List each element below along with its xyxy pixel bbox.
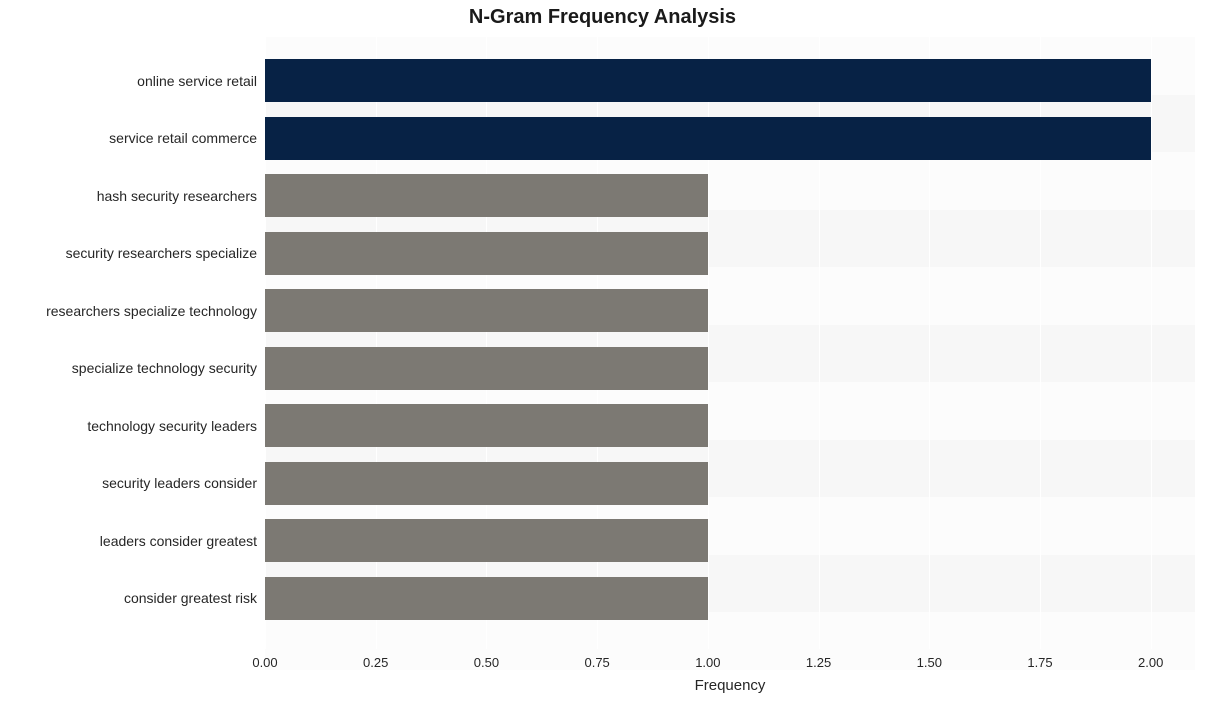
y-axis-label: technology security leaders bbox=[87, 418, 257, 434]
bar bbox=[265, 232, 708, 275]
bar bbox=[265, 404, 708, 447]
x-tick-label: 2.00 bbox=[1138, 655, 1163, 670]
x-tick-label: 1.25 bbox=[806, 655, 831, 670]
y-axis-label: consider greatest risk bbox=[124, 590, 257, 606]
plot-area bbox=[265, 37, 1195, 649]
y-axis-label: service retail commerce bbox=[109, 130, 257, 146]
x-tick-label: 0.00 bbox=[252, 655, 277, 670]
row-band bbox=[265, 612, 1195, 670]
y-axis-label: online service retail bbox=[137, 73, 257, 89]
bar bbox=[265, 289, 708, 332]
y-axis-label: security leaders consider bbox=[102, 475, 257, 491]
bar bbox=[265, 347, 708, 390]
x-tick-label: 0.25 bbox=[363, 655, 388, 670]
bar bbox=[265, 577, 708, 620]
chart-title: N-Gram Frequency Analysis bbox=[0, 6, 1205, 29]
bar bbox=[265, 519, 708, 562]
x-tick-label: 1.00 bbox=[695, 655, 720, 670]
x-tick-label: 0.75 bbox=[584, 655, 609, 670]
y-axis-label: specialize technology security bbox=[72, 360, 257, 376]
y-axis-label: researchers specialize technology bbox=[46, 303, 257, 319]
x-axis-label: Frequency bbox=[265, 677, 1195, 694]
bar bbox=[265, 174, 708, 217]
bar bbox=[265, 59, 1151, 102]
x-tick-label: 1.50 bbox=[917, 655, 942, 670]
bar bbox=[265, 462, 708, 505]
bar bbox=[265, 117, 1151, 160]
y-axis-label: leaders consider greatest bbox=[100, 533, 257, 549]
grid-line bbox=[1151, 37, 1152, 649]
y-axis-label: hash security researchers bbox=[97, 188, 257, 204]
x-tick-label: 1.75 bbox=[1027, 655, 1052, 670]
ngram-chart: N-Gram Frequency Analysis Frequency onli… bbox=[0, 0, 1205, 701]
y-axis-label: security researchers specialize bbox=[66, 245, 257, 261]
x-tick-label: 0.50 bbox=[474, 655, 499, 670]
